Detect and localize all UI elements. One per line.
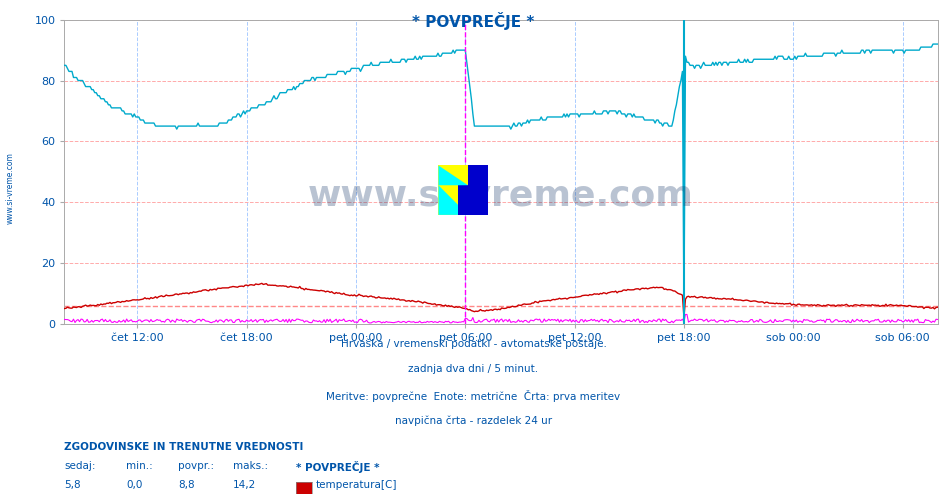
Text: 0,0: 0,0 xyxy=(126,480,142,490)
Text: 14,2: 14,2 xyxy=(233,480,257,490)
Text: temperatura[C]: temperatura[C] xyxy=(315,480,397,490)
Text: min.:: min.: xyxy=(126,461,152,471)
Text: navpična črta - razdelek 24 ur: navpična črta - razdelek 24 ur xyxy=(395,415,552,426)
Text: Hrvaška / vremenski podatki - avtomatske postaje.: Hrvaška / vremenski podatki - avtomatske… xyxy=(341,338,606,349)
Polygon shape xyxy=(438,185,468,215)
Polygon shape xyxy=(458,185,488,215)
Text: ZGODOVINSKE IN TRENUTNE VREDNOSTI: ZGODOVINSKE IN TRENUTNE VREDNOSTI xyxy=(64,442,304,452)
Text: sedaj:: sedaj: xyxy=(64,461,96,471)
Text: www.si-vreme.com: www.si-vreme.com xyxy=(6,152,15,224)
Text: * POVPREČJE *: * POVPREČJE * xyxy=(412,12,535,30)
Text: 5,8: 5,8 xyxy=(64,480,81,490)
Text: zadnja dva dni / 5 minut.: zadnja dva dni / 5 minut. xyxy=(408,364,539,374)
Polygon shape xyxy=(468,165,488,185)
Text: povpr.:: povpr.: xyxy=(178,461,214,471)
Text: www.si-vreme.com: www.si-vreme.com xyxy=(308,179,694,213)
Text: * POVPREČJE *: * POVPREČJE * xyxy=(296,461,380,473)
Text: 8,8: 8,8 xyxy=(178,480,195,490)
Text: Meritve: povprečne  Enote: metrične  Črta: prva meritev: Meritve: povprečne Enote: metrične Črta:… xyxy=(327,390,620,402)
Text: maks.:: maks.: xyxy=(233,461,268,471)
Polygon shape xyxy=(438,165,468,185)
